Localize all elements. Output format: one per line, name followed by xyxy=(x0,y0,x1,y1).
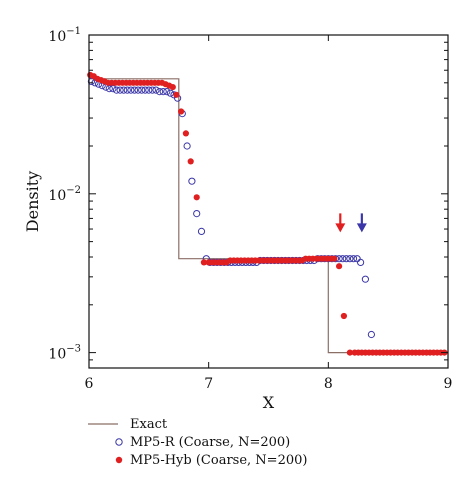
mp5r-point xyxy=(183,142,191,150)
plot-area xyxy=(87,71,448,356)
y-tick-base: 10 xyxy=(48,347,66,363)
mp5r-point xyxy=(188,177,196,185)
mp5hyb-point xyxy=(182,130,189,137)
mp5hyb-point xyxy=(340,312,347,320)
series-exact-line xyxy=(89,78,448,354)
mp5r-point xyxy=(339,255,347,263)
y-tick-base: 10 xyxy=(48,29,66,45)
mp5r-point xyxy=(148,86,156,94)
x-tick-label: 7 xyxy=(204,376,213,392)
legend-mp5hyb-marker xyxy=(115,456,123,464)
red-arrow-icon xyxy=(335,213,346,233)
legend-label-exact: Exact xyxy=(130,417,168,432)
mp5r-point xyxy=(152,86,160,94)
mp5r-point xyxy=(346,255,354,263)
mp5r-point xyxy=(353,255,361,263)
mp5r-point xyxy=(134,86,142,94)
mp5r-point xyxy=(116,86,124,94)
mp5hyb-point xyxy=(187,158,194,165)
mp5r-point xyxy=(130,86,139,94)
y-tick-exponent: −2 xyxy=(66,185,81,196)
mp5r-point xyxy=(159,88,167,96)
y-tick-base: 10 xyxy=(48,188,66,204)
mp5hyb-point xyxy=(331,255,338,262)
legend: Exact MP5-R (Coarse, N=200) MP5-Hyb (Coa… xyxy=(88,417,307,468)
mp5r-point xyxy=(112,86,121,94)
y-tick-exponent: −1 xyxy=(66,26,81,37)
mp5hyb-point xyxy=(200,259,207,266)
y-axis: 10−110−210−3 xyxy=(48,26,448,369)
mp5r-point xyxy=(342,255,350,263)
y-tick-label: 10−1 xyxy=(48,26,81,45)
mp5r-point xyxy=(349,255,358,263)
x-axis: 6 7 8 9 xyxy=(85,35,453,392)
legend-mp5r-marker xyxy=(115,438,123,446)
mp5r-point xyxy=(141,86,149,94)
mp5r-point xyxy=(166,89,174,97)
mp5r-point xyxy=(163,88,171,96)
arrow-head xyxy=(335,223,346,233)
y-tick-label: 10−3 xyxy=(48,344,81,363)
legend-label-mp5hyb: MP5-Hyb (Coarse, N=200) xyxy=(130,453,307,468)
legend-label-mp5r: MP5-R (Coarse, N=200) xyxy=(130,435,290,450)
mp5hyb-point xyxy=(193,194,200,201)
y-tick-exponent: −3 xyxy=(66,344,81,355)
mp5hyb-point xyxy=(173,91,180,98)
mp5r-point xyxy=(120,86,128,94)
mp5r-point xyxy=(127,86,135,94)
blue-arrow-icon xyxy=(356,213,367,233)
mp5hyb-point xyxy=(169,84,176,91)
mp5r-point xyxy=(367,330,375,339)
y-tick-label: 10−2 xyxy=(48,185,81,204)
mp5r-point xyxy=(156,88,164,96)
mp5hyb-point xyxy=(178,108,185,115)
mp5r-point xyxy=(138,86,146,94)
arrow-head xyxy=(356,223,367,233)
mp5r-point xyxy=(361,275,369,283)
mp5r-point xyxy=(193,210,201,218)
mp5hyb-point xyxy=(346,349,353,356)
x-axis-title: X xyxy=(263,393,275,412)
y-axis-title: Density xyxy=(23,171,42,232)
mp5r-point xyxy=(197,227,206,235)
mp5hyb-point xyxy=(336,263,343,270)
mp5r-point xyxy=(87,77,96,86)
x-tick-label: 6 xyxy=(85,376,94,392)
mp5r-point xyxy=(357,258,365,266)
x-tick-label: 8 xyxy=(324,376,333,392)
x-tick-label: 9 xyxy=(444,376,453,392)
mp5r-point xyxy=(123,86,131,94)
mp5r-point xyxy=(145,86,153,94)
